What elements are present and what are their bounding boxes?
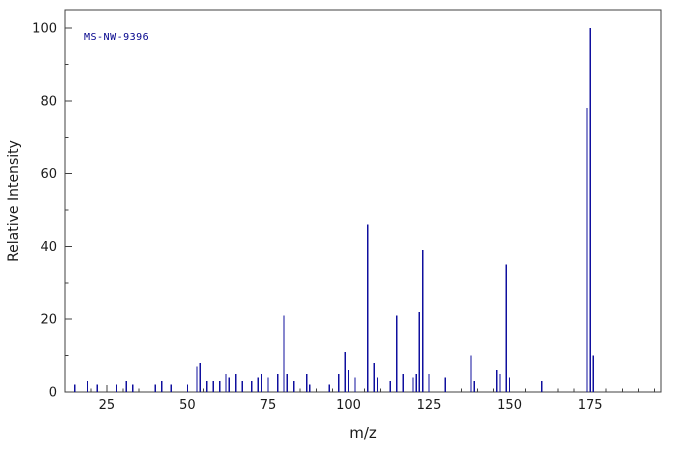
y-tick-label: 100	[32, 22, 57, 37]
y-tick-label: 20	[40, 313, 57, 328]
y-tick-label: 60	[40, 167, 57, 182]
peaks-group	[74, 28, 594, 392]
x-tick-label: 150	[497, 398, 522, 413]
x-tick-labels: 25 50 75 100 125 150 175	[99, 398, 603, 413]
y-tick-labels: 0 20 40 60 80 100	[32, 22, 57, 401]
x-tick-label: 100	[336, 398, 361, 413]
y-tick-label: 80	[40, 94, 57, 109]
y-axis-label: Relative Intensity	[6, 140, 22, 262]
x-tick-label: 125	[417, 398, 442, 413]
x-tick-label: 175	[578, 398, 603, 413]
x-tick-label: 25	[99, 398, 116, 413]
plot-frame	[64, 9, 662, 393]
y-major-ticks	[65, 27, 72, 393]
spectrum-id-label: MS-NW-9396	[84, 32, 150, 43]
x-axis-label: m/z	[349, 424, 377, 442]
y-tick-label: 0	[49, 386, 57, 401]
y-minor-ticks	[65, 27, 69, 357]
y-tick-label: 40	[40, 240, 57, 255]
x-tick-label: 50	[179, 398, 196, 413]
x-tick-label: 75	[260, 398, 277, 413]
